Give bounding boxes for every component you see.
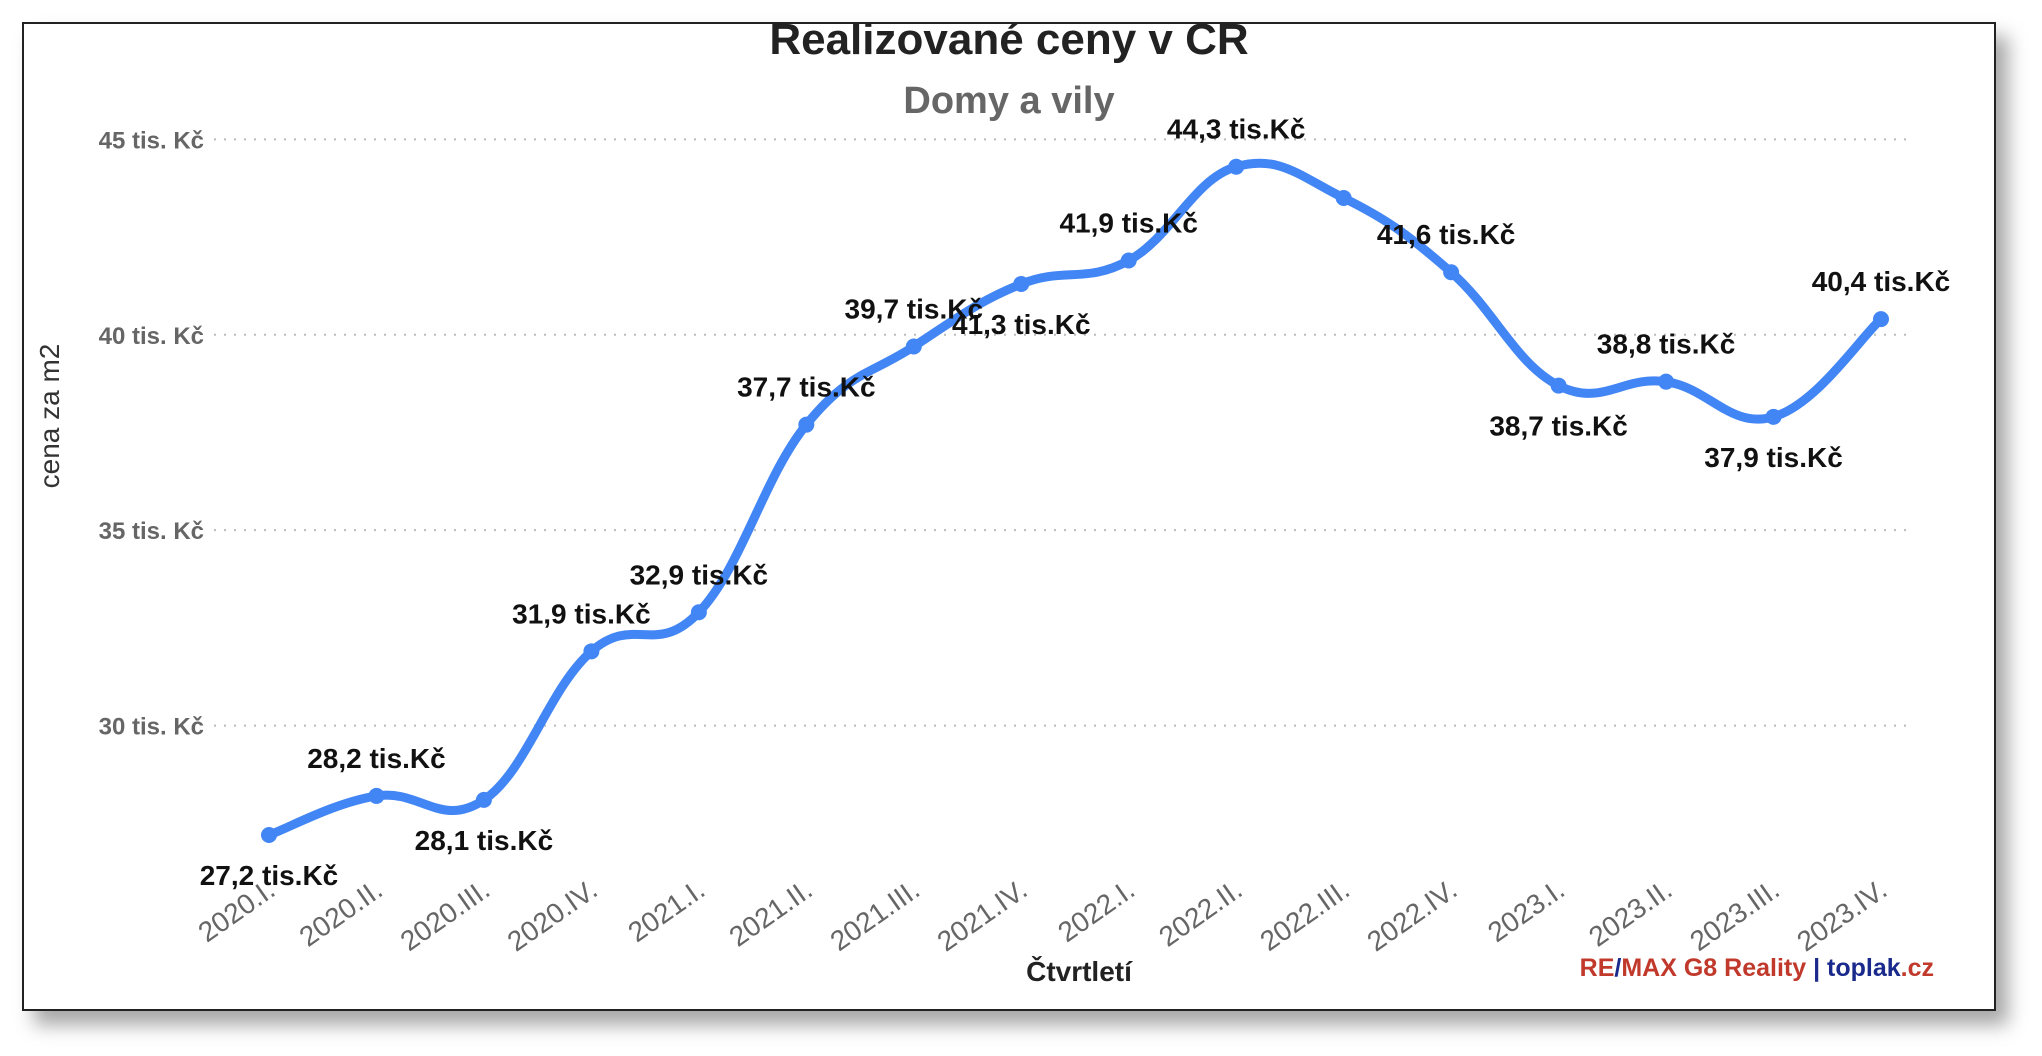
data-point xyxy=(1120,252,1137,269)
x-tick-label: 2023.I. xyxy=(1482,874,1570,949)
x-tick-label: 2021.II. xyxy=(723,874,817,953)
data-point xyxy=(261,827,277,844)
brand-re: RE xyxy=(1580,954,1615,982)
chart-frame: Realizované ceny v ČR Domy a vily 30 tis… xyxy=(22,22,1996,1011)
data-label: 27,2 tis.Kč xyxy=(200,860,339,891)
data-points xyxy=(261,158,1889,844)
data-label: 44,3 tis.Kč xyxy=(1167,114,1306,145)
data-point xyxy=(798,416,815,433)
data-label: 28,2 tis.Kč xyxy=(307,743,446,774)
data-point xyxy=(1765,408,1782,425)
data-label: 41,9 tis.Kč xyxy=(1059,208,1198,239)
data-label: 32,9 tis.Kč xyxy=(630,559,769,590)
x-tick-label: 2022.III. xyxy=(1254,874,1355,957)
y-axis-ticks: 30 tis. Kč 35 tis. Kč 40 tis. Kč 45 tis. Kč xyxy=(99,127,204,740)
y-tick-label: 30 tis. Kč xyxy=(99,714,204,741)
data-point xyxy=(690,604,707,621)
x-axis-ticks: 2020.I. 2020.II. 2020.III. 2020.IV. 2021.I. 2… xyxy=(193,874,1893,958)
data-label: 31,9 tis.Kč xyxy=(512,598,651,629)
data-label: 40,4 tis.Kč xyxy=(1812,266,1951,297)
data-point xyxy=(905,338,922,355)
data-label: 37,9 tis.Kč xyxy=(1704,442,1843,473)
data-labels: 27,2 tis.Kč 28,2 tis.Kč 28,1 tis.Kč 31,9 ti… xyxy=(200,114,1951,891)
y-axis-label: cena za m2 xyxy=(34,344,65,489)
site-name: toplak xyxy=(1827,954,1901,982)
data-label: 28,1 tis.Kč xyxy=(415,825,554,856)
chart-title: Realizované ceny v ČR xyxy=(769,24,1248,64)
y-tick-label: 35 tis. Kč xyxy=(99,518,204,545)
data-point xyxy=(475,791,492,808)
data-label: 38,8 tis.Kč xyxy=(1597,329,1736,360)
data-point xyxy=(368,787,385,804)
data-label: 37,7 tis.Kč xyxy=(737,372,876,403)
data-point xyxy=(1873,311,1889,328)
data-label: 38,7 tis.Kč xyxy=(1489,411,1628,442)
x-tick-label: 2020.IV. xyxy=(502,874,603,958)
y-tick-label: 40 tis. Kč xyxy=(99,323,204,350)
data-point xyxy=(1335,189,1352,206)
x-tick-label: 2023.III. xyxy=(1684,874,1785,957)
brand-separator: | xyxy=(1806,954,1827,982)
line-chart: Realizované ceny v ČR Domy a vily 30 tis… xyxy=(34,24,1951,987)
data-label: 39,7 tis.Kč xyxy=(845,293,984,324)
chart-subtitle: Domy a vily xyxy=(903,80,1114,122)
x-tick-label: 2022.IV. xyxy=(1361,874,1462,958)
x-tick-label: 2022.I. xyxy=(1052,874,1140,949)
y-tick-label: 45 tis. Kč xyxy=(99,127,204,154)
x-tick-label: 2021.I. xyxy=(622,874,710,949)
x-tick-label: 2023.II. xyxy=(1583,874,1677,953)
gridlines xyxy=(214,138,1914,727)
brand-slash: / xyxy=(1614,954,1621,982)
x-tick-label: 2021.III. xyxy=(825,874,926,957)
brand-footer: RE/MAX G8 Reality | toplak.cz xyxy=(1580,954,1934,982)
x-tick-label: 2023.IV. xyxy=(1791,874,1892,958)
x-tick-label: 2022.II. xyxy=(1153,874,1247,953)
series-line xyxy=(264,158,1886,840)
data-label: 41,6 tis.Kč xyxy=(1377,219,1516,250)
brand-max: MAX G8 Reality xyxy=(1621,954,1806,982)
data-point xyxy=(1228,158,1245,175)
site-tld: .cz xyxy=(1901,954,1934,982)
data-point xyxy=(1658,373,1675,390)
series-price xyxy=(264,158,1886,840)
x-tick-label: 2020.III. xyxy=(395,874,496,957)
data-point xyxy=(583,643,600,660)
data-label: 41,3 tis.Kč xyxy=(952,309,1091,340)
x-tick-label: 2021.IV. xyxy=(932,874,1033,958)
data-point xyxy=(1550,377,1567,394)
data-point xyxy=(1443,264,1460,281)
x-axis-label: Čtvrtletí xyxy=(1026,955,1133,987)
data-point xyxy=(1013,275,1030,292)
